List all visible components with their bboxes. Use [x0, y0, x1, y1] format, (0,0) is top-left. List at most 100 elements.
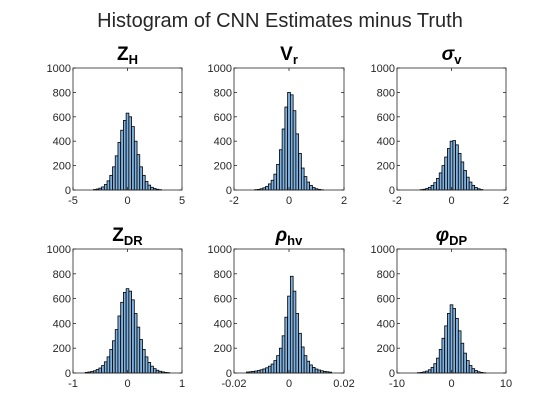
bar-vr: [287, 92, 291, 191]
y-tick-label-zh: 1000: [47, 63, 71, 75]
bar-sigma: [438, 172, 443, 191]
bar-vr: [273, 173, 278, 191]
bar-rhohv: [265, 367, 269, 374]
y-tick-label-sigma: 0: [389, 185, 395, 197]
panel-title-main: V: [280, 44, 293, 65]
bar-phidp: [447, 313, 451, 374]
bar-phidp: [463, 352, 467, 374]
bar-vr: [295, 133, 300, 191]
y-tick-label-sigma: 1000: [371, 63, 395, 75]
y-tick-label-rhohv: 600: [214, 294, 232, 306]
bar-phidp: [466, 360, 470, 374]
y-tick-label-rhohv: 200: [214, 343, 232, 355]
x-tick-label-rhohv: 0: [286, 378, 292, 390]
panel-title-phidp: φDP: [436, 225, 468, 248]
y-tick-label-zh: 400: [53, 136, 71, 148]
bar-sigma: [468, 181, 473, 191]
bar-zdr: [136, 326, 141, 374]
panel-title-subscript: DP: [449, 233, 467, 248]
bar-zh: [136, 154, 141, 191]
bar-zdr: [144, 356, 149, 374]
x-tick-label-zh: 5: [179, 195, 185, 207]
y-tick-label-zdr: 0: [65, 368, 71, 380]
y-tick-label-zdr: 200: [53, 343, 71, 355]
y-tick-label-phidp: 800: [377, 269, 395, 281]
panel-title-zdr: ZDR: [112, 225, 143, 248]
y-tick-label-vr: 200: [214, 161, 232, 173]
bar-sigma: [430, 184, 435, 191]
bar-vr: [309, 184, 313, 191]
y-tick-label-zh: 600: [53, 112, 71, 124]
bar-zh: [117, 142, 122, 191]
x-tick-label-rhohv: -0.02: [221, 378, 246, 390]
y-tick-label-zdr: 600: [53, 294, 71, 306]
panel-title-subscript: H: [129, 52, 138, 67]
y-tick-label-vr: 0: [226, 185, 232, 197]
bar-zdr: [139, 339, 143, 374]
y-tick-label-sigma: 200: [377, 161, 395, 173]
bar-vr: [276, 163, 280, 191]
panel-title-subscript: v: [454, 52, 462, 67]
bar-vr: [292, 110, 297, 191]
bar-rhohv: [303, 355, 308, 374]
bar-sigma: [441, 165, 446, 191]
bar-sigma: [460, 161, 465, 191]
y-tick-label-rhohv: 0: [226, 368, 232, 380]
x-tick-label-rhohv: 0.02: [333, 378, 354, 390]
bar-phidp: [430, 367, 435, 374]
panel-title-zh: ZH: [117, 44, 138, 67]
bar-rhohv: [314, 368, 319, 374]
bar-vr: [270, 179, 275, 191]
x-tick-label-vr: 0: [286, 195, 292, 207]
bar-zh: [106, 180, 111, 191]
bar-sigma: [447, 148, 451, 191]
panel-title-main: σ: [442, 44, 456, 65]
y-tick-label-phidp: 1000: [371, 244, 395, 256]
y-tick-label-zdr: 800: [53, 269, 71, 281]
bar-zdr: [123, 291, 127, 374]
bar-vr: [303, 176, 308, 191]
y-tick-label-zh: 800: [53, 87, 71, 99]
y-tick-label-rhohv: 400: [214, 318, 232, 330]
bar-rhohv: [276, 355, 280, 374]
bar-rhohv: [292, 290, 297, 374]
bar-phidp: [441, 337, 446, 374]
bar-vr: [265, 185, 269, 191]
bar-zh: [144, 181, 149, 191]
bar-phidp: [468, 365, 473, 374]
bar-rhohv: [270, 363, 275, 374]
bar-zh: [128, 116, 132, 191]
bar-rhohv: [289, 275, 294, 374]
x-tick-label-zdr: -1: [68, 378, 78, 390]
x-tick-label-zdr: 0: [124, 378, 130, 390]
bar-zdr: [128, 290, 132, 374]
bar-vr: [300, 167, 305, 191]
bar-phidp: [438, 349, 443, 374]
y-tick-label-rhohv: 800: [214, 269, 232, 281]
bar-rhohv: [317, 369, 322, 374]
bar-rhohv: [287, 295, 291, 374]
bar-zdr: [133, 313, 138, 374]
bar-rhohv: [259, 369, 264, 374]
bar-rhohv: [298, 332, 302, 374]
y-tick-label-zh: 0: [65, 185, 71, 197]
bar-phidp: [457, 330, 462, 374]
y-tick-label-phidp: 600: [377, 294, 395, 306]
bar-zdr: [120, 301, 124, 374]
bar-vr: [267, 183, 272, 191]
y-tick-label-zh: 200: [53, 161, 71, 173]
bar-zh: [101, 186, 105, 191]
panel-title-main: ρ: [275, 225, 288, 246]
panel-title-main: φ: [436, 225, 449, 246]
y-tick-label-vr: 800: [214, 87, 232, 99]
bar-zh: [109, 174, 113, 191]
x-tick-label-phidp: 0: [448, 378, 454, 390]
bar-zh: [139, 166, 143, 191]
y-tick-label-sigma: 600: [377, 112, 395, 124]
panel-title-main: Z: [117, 44, 129, 65]
